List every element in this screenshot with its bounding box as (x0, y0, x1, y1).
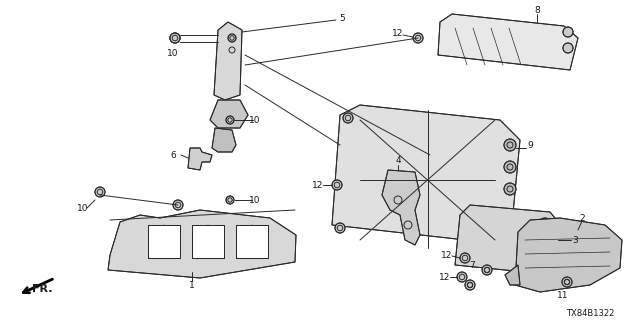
Polygon shape (455, 205, 565, 275)
Text: 2: 2 (579, 213, 585, 222)
Circle shape (538, 218, 552, 232)
Text: 1: 1 (189, 281, 195, 290)
Circle shape (332, 180, 342, 190)
Polygon shape (212, 128, 236, 152)
Polygon shape (382, 170, 420, 245)
Text: 12: 12 (312, 180, 324, 189)
Circle shape (457, 272, 467, 282)
Circle shape (562, 277, 572, 287)
Text: 12: 12 (439, 273, 451, 282)
Text: 10: 10 (249, 196, 260, 204)
Text: 6: 6 (170, 150, 176, 159)
Circle shape (335, 223, 345, 233)
Circle shape (504, 139, 516, 151)
Polygon shape (214, 22, 242, 100)
Circle shape (170, 33, 180, 43)
Polygon shape (438, 14, 578, 70)
Text: 8: 8 (534, 5, 540, 14)
Polygon shape (188, 148, 212, 170)
Text: 12: 12 (442, 251, 452, 260)
Circle shape (173, 200, 183, 210)
Circle shape (504, 161, 516, 173)
Circle shape (228, 34, 236, 42)
Text: FR.: FR. (32, 284, 52, 294)
Polygon shape (515, 218, 622, 292)
Text: 3: 3 (572, 236, 578, 244)
Circle shape (343, 113, 353, 123)
Polygon shape (236, 225, 268, 258)
Circle shape (465, 280, 475, 290)
Polygon shape (210, 100, 248, 128)
Polygon shape (332, 105, 520, 245)
Polygon shape (148, 225, 180, 258)
Circle shape (538, 240, 552, 254)
Circle shape (563, 43, 573, 53)
Circle shape (226, 196, 234, 204)
Circle shape (226, 116, 234, 124)
Text: 10: 10 (167, 49, 179, 58)
Circle shape (563, 27, 573, 37)
Text: TX84B1322: TX84B1322 (566, 308, 614, 317)
Circle shape (170, 33, 180, 43)
Text: 9: 9 (527, 140, 533, 149)
Text: 10: 10 (77, 204, 89, 212)
Polygon shape (505, 265, 520, 285)
Text: 11: 11 (557, 292, 569, 300)
Polygon shape (108, 210, 296, 278)
Circle shape (95, 187, 105, 197)
Text: 5: 5 (339, 13, 345, 22)
Text: 7: 7 (469, 260, 475, 269)
Text: 12: 12 (392, 28, 404, 37)
Circle shape (460, 253, 470, 263)
Text: 4: 4 (395, 156, 401, 164)
Polygon shape (192, 225, 224, 258)
Circle shape (413, 33, 423, 43)
Circle shape (482, 265, 492, 275)
Circle shape (504, 183, 516, 195)
Text: 10: 10 (249, 116, 260, 124)
